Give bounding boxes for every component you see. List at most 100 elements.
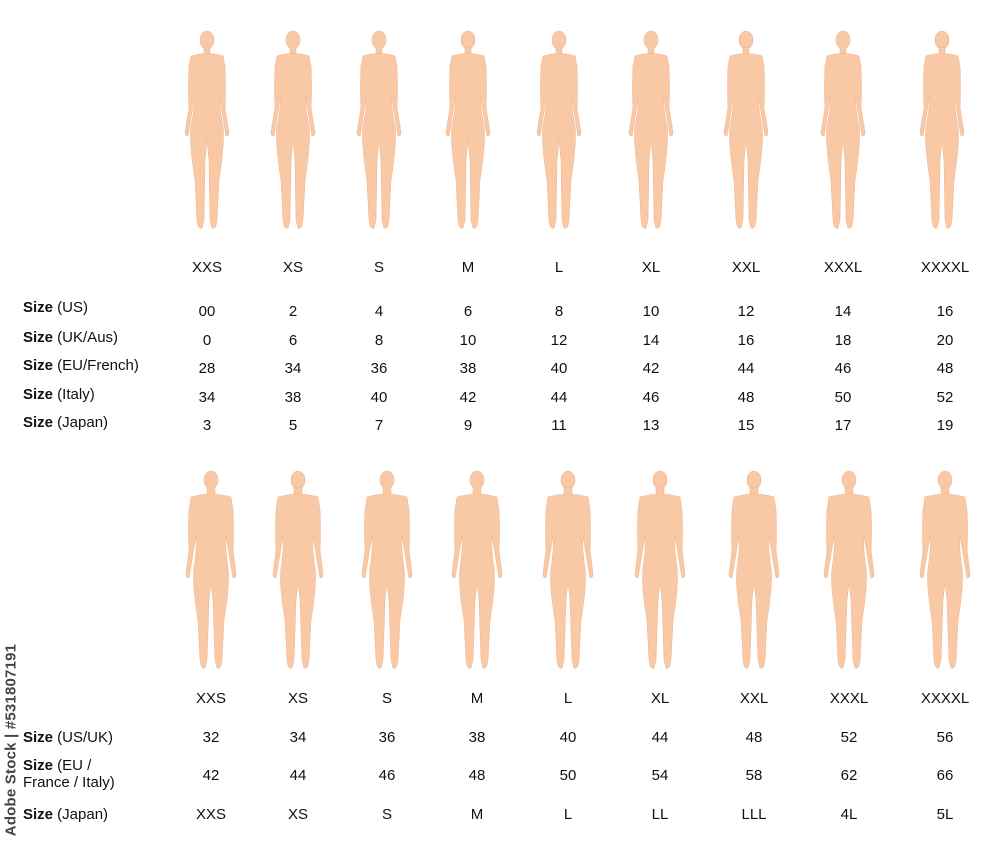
female-cell: 19	[936, 417, 954, 434]
female-cell: 34	[198, 389, 216, 406]
female-cell: 5	[288, 417, 298, 434]
male-cell: 38	[468, 729, 486, 746]
female-size-label: M	[461, 259, 475, 276]
male-cell: 32	[202, 729, 220, 746]
male-size-label: XXL	[739, 690, 769, 707]
female-body-figure-icon	[815, 30, 871, 235]
male-cell: 44	[289, 767, 307, 784]
female-figure-m	[440, 30, 496, 235]
female-cell: 17	[834, 417, 852, 434]
male-cell: XXS	[195, 806, 226, 823]
male-figure-xxxxl	[917, 470, 973, 675]
female-cell: 20	[936, 332, 954, 349]
female-figure-xxl	[718, 30, 774, 235]
female-figure-xxs	[179, 30, 235, 235]
male-row-label-japan: Size (Japan)	[23, 806, 109, 823]
male-cell: 40	[559, 729, 577, 746]
female-cell: 38	[459, 360, 477, 377]
female-cell: 36	[370, 360, 388, 377]
male-figure-m	[449, 470, 505, 675]
female-cell: 13	[642, 417, 660, 434]
female-cell: 42	[642, 360, 660, 377]
female-size-label: XS	[282, 259, 303, 276]
male-cell: 54	[651, 767, 669, 784]
female-cell: 10	[459, 332, 477, 349]
female-cell: 28	[198, 360, 216, 377]
female-figure-s	[351, 30, 407, 235]
female-cell: 9	[463, 417, 473, 434]
male-body-figure-icon	[270, 470, 326, 675]
male-body-figure-icon	[359, 470, 415, 675]
female-cell: 14	[834, 303, 852, 320]
male-body-figure-icon	[917, 470, 973, 675]
male-cell: XS	[287, 806, 308, 823]
male-cell: 56	[936, 729, 954, 746]
female-figure-xs	[265, 30, 321, 235]
female-body-figure-icon	[531, 30, 587, 235]
male-size-label: S	[381, 690, 392, 707]
female-body-figure-icon	[718, 30, 774, 235]
male-size-label: XXS	[195, 690, 226, 707]
male-body-figure-icon	[183, 470, 239, 675]
female-cell: 3	[202, 417, 212, 434]
male-row-label-us-uk: Size (US/UK)	[23, 729, 114, 746]
male-body-figure-icon	[449, 470, 505, 675]
female-size-label: XXS	[191, 259, 222, 276]
male-figure-xxl	[726, 470, 782, 675]
male-cell: 48	[468, 767, 486, 784]
female-cell: 8	[554, 303, 564, 320]
female-cell: 38	[284, 389, 302, 406]
female-body-figure-icon	[179, 30, 235, 235]
female-figure-xl	[623, 30, 679, 235]
female-size-label: XL	[641, 259, 661, 276]
female-cell: 10	[642, 303, 660, 320]
female-cell: 16	[936, 303, 954, 320]
female-figure-xxxl	[815, 30, 871, 235]
male-cell: 36	[378, 729, 396, 746]
stock-watermark-text: Adobe Stock | #531807191	[2, 643, 20, 837]
female-cell: 40	[370, 389, 388, 406]
male-size-label: XXXL	[829, 690, 869, 707]
female-size-label: XXL	[731, 259, 761, 276]
female-body-figure-icon	[623, 30, 679, 235]
male-cell: M	[470, 806, 484, 823]
male-cell: 44	[651, 729, 669, 746]
female-body-figure-icon	[265, 30, 321, 235]
female-cell: 46	[642, 389, 660, 406]
male-cell: S	[381, 806, 392, 823]
male-body-figure-icon	[540, 470, 596, 675]
female-size-label: S	[373, 259, 384, 276]
male-size-label: XS	[287, 690, 308, 707]
female-cell: 46	[834, 360, 852, 377]
female-cell: 48	[936, 360, 954, 377]
male-body-figure-icon	[726, 470, 782, 675]
female-cell: 2	[288, 303, 298, 320]
female-row-label-italy: Size (Italy)	[23, 386, 95, 403]
male-size-label: L	[563, 690, 573, 707]
female-cell: 4	[374, 303, 384, 320]
male-size-label: XXXXL	[920, 690, 970, 707]
female-cell: 44	[737, 360, 755, 377]
female-cell: 8	[374, 332, 384, 349]
male-cell: 50	[559, 767, 577, 784]
female-cell: 15	[737, 417, 755, 434]
male-figure-s	[359, 470, 415, 675]
female-cell: 00	[198, 303, 216, 320]
male-cell: LLL	[741, 806, 767, 823]
female-size-label: L	[554, 259, 564, 276]
female-size-label: XXXL	[823, 259, 863, 276]
male-cell: 42	[202, 767, 220, 784]
male-cell: 52	[840, 729, 858, 746]
male-cell: LL	[651, 806, 669, 823]
male-body-figure-icon	[632, 470, 688, 675]
male-cell: 58	[745, 767, 763, 784]
female-cell: 44	[550, 389, 568, 406]
female-cell: 34	[284, 360, 302, 377]
male-size-label: M	[470, 690, 484, 707]
female-cell: 6	[463, 303, 473, 320]
male-figure-l	[540, 470, 596, 675]
female-row-label-japan: Size (Japan)	[23, 414, 109, 431]
female-cell: 0	[202, 332, 212, 349]
female-cell: 50	[834, 389, 852, 406]
female-row-label-eu-french: Size (EU/French)	[23, 357, 139, 374]
